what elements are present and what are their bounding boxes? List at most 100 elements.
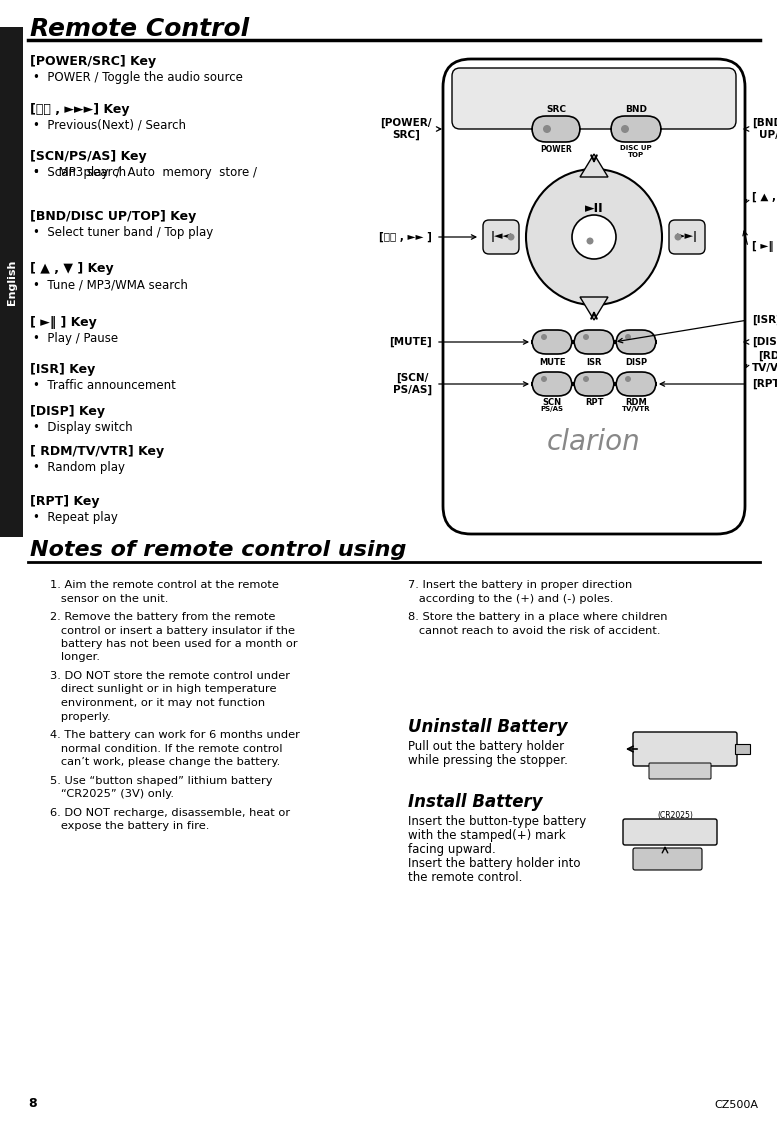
Text: [RPT]: [RPT]	[752, 379, 777, 389]
Text: 8. Store the battery in a place where children: 8. Store the battery in a place where ch…	[408, 612, 667, 621]
Text: normal condition. If the remote control: normal condition. If the remote control	[50, 744, 283, 754]
Text: PS/AS: PS/AS	[541, 406, 563, 412]
Text: •  Play / Pause: • Play / Pause	[33, 332, 118, 345]
Text: [ ►‖ ] Key: [ ►‖ ] Key	[30, 316, 97, 329]
Text: [POWER/
SRC]: [POWER/ SRC]	[381, 118, 432, 140]
Text: Uninstall Battery: Uninstall Battery	[408, 718, 568, 736]
Text: CZ500A: CZ500A	[714, 1100, 758, 1110]
FancyBboxPatch shape	[574, 372, 614, 396]
Text: [RPT] Key: [RPT] Key	[30, 495, 99, 508]
Text: TV/VTR: TV/VTR	[622, 406, 650, 412]
Text: ISR: ISR	[587, 358, 601, 367]
Text: 2. Remove the battery from the remote: 2. Remove the battery from the remote	[50, 612, 275, 621]
Text: MUTE: MUTE	[538, 358, 565, 367]
Text: Install Battery: Install Battery	[408, 794, 542, 811]
Text: [DISP] Key: [DISP] Key	[30, 405, 105, 418]
Text: Insert the button-type battery: Insert the button-type battery	[408, 815, 587, 827]
Text: [ ►‖ ]: [ ►‖ ]	[752, 241, 777, 252]
Text: with the stamped(+) mark: with the stamped(+) mark	[408, 829, 566, 842]
Text: 6. DO NOT recharge, disassemble, heat or: 6. DO NOT recharge, disassemble, heat or	[50, 807, 290, 817]
FancyBboxPatch shape	[483, 220, 519, 254]
Text: [BND/DISC
UP/TOP]: [BND/DISC UP/TOP]	[752, 118, 777, 140]
Text: |◄◄: |◄◄	[490, 232, 511, 242]
FancyBboxPatch shape	[669, 220, 705, 254]
Text: 1. Aim the remote control at the remote: 1. Aim the remote control at the remote	[50, 580, 279, 590]
FancyBboxPatch shape	[443, 59, 745, 534]
Circle shape	[625, 334, 631, 340]
Text: POWER: POWER	[540, 145, 572, 154]
Circle shape	[583, 334, 589, 340]
Text: RPT: RPT	[585, 398, 603, 408]
FancyBboxPatch shape	[616, 372, 656, 396]
FancyBboxPatch shape	[633, 732, 737, 766]
Text: [BND/DISC UP/TOP] Key: [BND/DISC UP/TOP] Key	[30, 211, 197, 223]
Circle shape	[621, 125, 629, 132]
FancyBboxPatch shape	[532, 331, 572, 354]
Circle shape	[526, 169, 662, 305]
Text: facing upward.: facing upward.	[408, 843, 496, 856]
Circle shape	[543, 125, 551, 132]
Text: Insert the battery holder into: Insert the battery holder into	[408, 857, 580, 871]
Text: cannot reach to avoid the risk of accident.: cannot reach to avoid the risk of accide…	[408, 626, 660, 635]
Text: 5. Use “button shaped” lithium battery: 5. Use “button shaped” lithium battery	[50, 775, 273, 786]
FancyBboxPatch shape	[616, 331, 656, 354]
Text: ►II: ►II	[584, 203, 603, 215]
Text: •  POWER / Toggle the audio source: • POWER / Toggle the audio source	[33, 71, 243, 84]
FancyBboxPatch shape	[649, 763, 711, 779]
Text: “CR2025” (3V) only.: “CR2025” (3V) only.	[50, 789, 174, 799]
Text: while pressing the stopper.: while pressing the stopper.	[408, 754, 568, 767]
FancyBboxPatch shape	[611, 115, 661, 142]
Text: [⧀⧀ , ►►►] Key: [⧀⧀ , ►►►] Key	[30, 103, 130, 115]
Text: according to the (+) and (-) poles.: according to the (+) and (-) poles.	[408, 593, 613, 603]
Text: the remote control.: the remote control.	[408, 871, 522, 884]
Text: SRC: SRC	[546, 104, 566, 113]
Text: control or insert a battery insulator if the: control or insert a battery insulator if…	[50, 626, 295, 635]
FancyBboxPatch shape	[532, 115, 580, 142]
Text: can’t work, please change the battery.: can’t work, please change the battery.	[50, 757, 280, 767]
Polygon shape	[580, 297, 608, 320]
Text: environment, or it may not function: environment, or it may not function	[50, 698, 265, 708]
Text: •  Previous(Next) / Search: • Previous(Next) / Search	[33, 119, 186, 132]
Text: ►►|: ►►|	[677, 232, 698, 242]
FancyBboxPatch shape	[735, 744, 750, 754]
FancyBboxPatch shape	[574, 331, 614, 354]
Text: Notes of remote control using: Notes of remote control using	[30, 540, 406, 560]
Text: 4. The battery can work for 6 months under: 4. The battery can work for 6 months und…	[50, 730, 300, 740]
Text: SCN: SCN	[542, 398, 562, 408]
Circle shape	[572, 215, 616, 259]
Text: 7. Insert the battery in proper direction: 7. Insert the battery in proper directio…	[408, 580, 632, 590]
Circle shape	[541, 334, 547, 340]
Text: [POWER/SRC] Key: [POWER/SRC] Key	[30, 55, 156, 68]
Text: [⧀⧀ , ►► ]: [⧀⧀ , ►► ]	[379, 232, 432, 242]
Circle shape	[587, 238, 594, 245]
Text: •  Scan  play  /  Auto  memory  store /: • Scan play / Auto memory store /	[33, 166, 257, 179]
Text: [ ▲ , ▼ ] Key: [ ▲ , ▼ ] Key	[30, 261, 113, 275]
FancyBboxPatch shape	[633, 848, 702, 871]
Text: •  Repeat play: • Repeat play	[33, 511, 118, 524]
Text: Remote Control: Remote Control	[30, 17, 249, 41]
Text: [RDM/
TV/VTR]: [RDM/ TV/VTR]	[752, 351, 777, 374]
Text: [ISR] Key: [ISR] Key	[30, 363, 96, 376]
Text: 8: 8	[28, 1097, 37, 1110]
Circle shape	[583, 376, 589, 381]
Text: BND: BND	[625, 104, 647, 113]
FancyBboxPatch shape	[623, 818, 717, 844]
Text: [SCN/PS/AS] Key: [SCN/PS/AS] Key	[30, 151, 147, 163]
Text: longer.: longer.	[50, 652, 100, 662]
Text: •  Select tuner band / Top play: • Select tuner band / Top play	[33, 226, 213, 239]
FancyBboxPatch shape	[532, 372, 572, 396]
Text: (CR2025): (CR2025)	[657, 811, 693, 820]
Text: [ ▲ , ▼ ]: [ ▲ , ▼ ]	[752, 191, 777, 203]
Bar	[0, 27, 23, 537]
Text: •  Random play: • Random play	[33, 461, 125, 474]
Polygon shape	[580, 154, 608, 177]
Text: •  Display switch: • Display switch	[33, 421, 133, 434]
Text: •  Tune / MP3/WMA search: • Tune / MP3/WMA search	[33, 278, 188, 291]
Text: properly.: properly.	[50, 712, 110, 721]
Text: DISC UP
TOP: DISC UP TOP	[620, 145, 652, 158]
Text: 3. DO NOT store the remote control under: 3. DO NOT store the remote control under	[50, 671, 290, 681]
Circle shape	[507, 233, 514, 240]
Text: [MUTE]: [MUTE]	[389, 337, 432, 348]
Text: Pull out the battery holder: Pull out the battery holder	[408, 740, 564, 753]
Circle shape	[625, 376, 631, 381]
